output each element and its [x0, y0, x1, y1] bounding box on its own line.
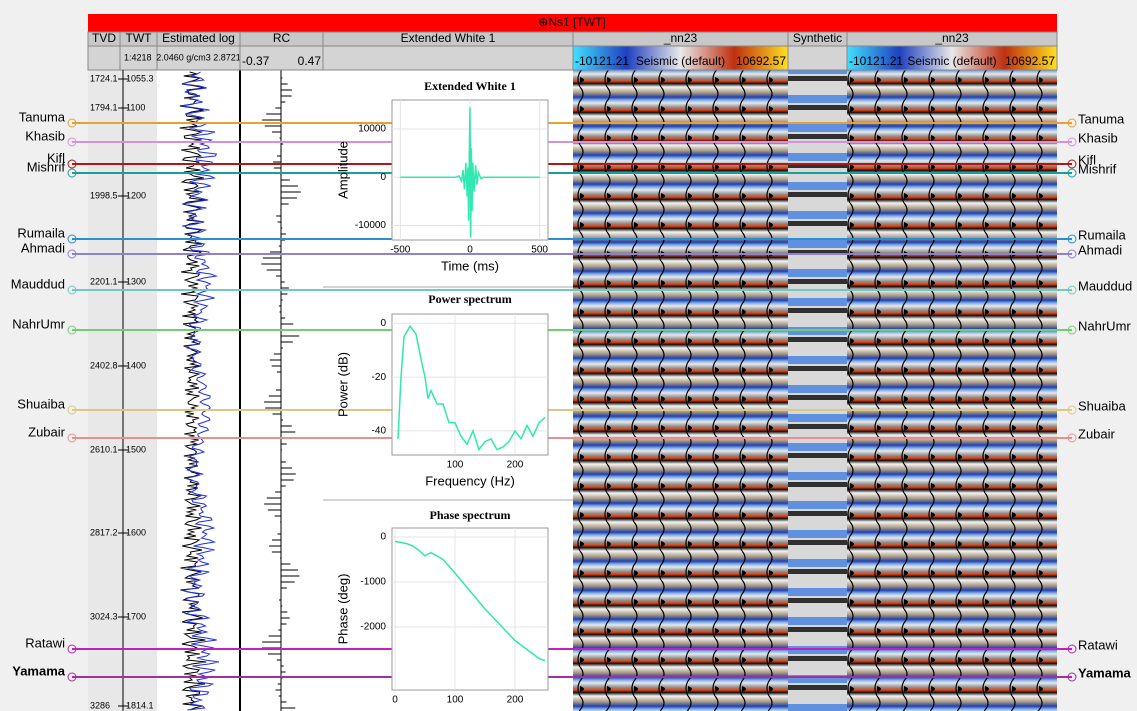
marker-label: Zubair [28, 424, 66, 439]
x-tick-label: 500 [531, 245, 548, 256]
twt-label: 1400 [126, 360, 146, 370]
seismic-track [847, 70, 1057, 711]
x-tick-label: 200 [507, 460, 524, 471]
marker-label: Ratawi [25, 635, 65, 650]
track-name: RC [273, 31, 291, 45]
marker-label: Shuaiba [17, 396, 65, 411]
marker-label: Ahmadi [1078, 242, 1122, 257]
twt-label: 1200 [126, 190, 146, 200]
track-max: 10692.57 [1005, 54, 1055, 68]
tvd-label: 2201.1 [90, 276, 118, 286]
track-name: Synthetic [793, 31, 842, 45]
track-name: _nn23 [663, 31, 698, 45]
track-subheader [788, 46, 847, 70]
marker-label: Ratawi [1078, 637, 1118, 652]
tvd-label: 1794.1 [90, 102, 118, 112]
twt-label: 1600 [126, 527, 146, 537]
x-tick-label: -500 [390, 245, 410, 256]
y-tick-label: -2000 [360, 622, 386, 633]
tvd-label: 3024.3 [90, 611, 118, 621]
twt-label: 1100 [126, 102, 145, 112]
track-label: Seismic (default) [636, 54, 725, 68]
marker-label: Yamama [12, 663, 66, 678]
tvd-label: 1724.1 [90, 73, 118, 83]
y-tick-label: 0 [380, 318, 386, 329]
marker-label: Mishrif [27, 159, 66, 174]
y-tick-label: 0 [380, 172, 386, 183]
twt-label: 1055.3 [126, 73, 154, 83]
seismic-track [573, 70, 788, 711]
tvd-label: 2610.1 [90, 444, 118, 454]
track-label: Seismic (default) [907, 54, 996, 68]
track-min: -10121.21 [575, 54, 629, 68]
y-tick-label: 0 [380, 532, 386, 543]
plot-area [392, 528, 548, 690]
track-subheader [88, 46, 120, 70]
x-axis-label: Time (ms) [441, 258, 499, 273]
track-min: -10121.21 [849, 54, 903, 68]
marker-label: Ahmadi [21, 240, 65, 255]
marker-label: Mauddud [1078, 278, 1132, 293]
marker-label: Tanuma [19, 109, 66, 124]
track-name: TWT [126, 31, 153, 45]
track-max: 10692.57 [736, 54, 786, 68]
y-tick-label: -10000 [355, 220, 387, 231]
track-min: -0.37 [242, 54, 270, 68]
marker-label: Mauddud [11, 276, 65, 291]
y-axis-label: Power (dB) [335, 352, 350, 417]
chart-title: Phase spectrum [430, 508, 511, 522]
marker-label: Rumaila [1078, 227, 1126, 242]
marker-label: Mishrif [1078, 161, 1117, 176]
chart-title: Extended White 1 [424, 79, 516, 93]
twt-label: 1300 [126, 276, 146, 286]
track-name: Estimated log [162, 31, 235, 45]
x-tick-label: 200 [507, 695, 524, 706]
marker-label: Shuaiba [1078, 398, 1126, 413]
x-axis-label: Frequency (Hz) [425, 473, 515, 488]
y-tick-label: -40 [372, 425, 387, 436]
track-name: Extended White 1 [401, 31, 496, 45]
marker-label: NahrUmr [12, 316, 65, 331]
x-tick-label: 0 [392, 695, 398, 706]
tvd-label: 1998.5 [90, 190, 118, 200]
plot-area [392, 314, 548, 455]
track-scale: 1:4218 [124, 52, 152, 62]
x-tick-label: 100 [447, 460, 464, 471]
tvd-label: 2402.8 [90, 360, 118, 370]
y-tick-label: -20 [372, 372, 387, 383]
track-subheader [323, 46, 573, 70]
twt-label: 1500 [126, 444, 146, 454]
twt-label: 1814.1 [126, 700, 154, 710]
marker-label: Khasib [1078, 130, 1118, 145]
y-axis-label: Phase (deg) [335, 574, 350, 645]
twt-label: 1700 [126, 611, 146, 621]
x-tick-label: 100 [447, 695, 464, 706]
marker-label: NahrUmr [1078, 318, 1131, 333]
marker-label: Khasib [25, 128, 65, 143]
y-tick-label: 10000 [358, 124, 386, 135]
marker-label: Tanuma [1078, 111, 1125, 126]
track-name: TVD [92, 31, 116, 45]
chart-title: Power spectrum [428, 292, 511, 306]
synthetic-track [788, 70, 847, 711]
marker-label: Yamama [1078, 665, 1132, 680]
window-title: ⊕Ns1 [TWT] [538, 15, 605, 29]
marker-label: Rumaila [17, 225, 65, 240]
track-name: _nn23 [934, 31, 969, 45]
well-tie-window: ⊕Ns1 [TWT] TVD TWT 1:4218 Estimated log 2.04… [0, 0, 1137, 711]
tvd-label: 3286 [90, 700, 110, 710]
x-tick-label: 0 [467, 245, 473, 256]
track-range: 2.0460 g/cm3 2.8721 [156, 52, 241, 62]
tvd-label: 2817.2 [90, 527, 118, 537]
marker-label: Zubair [1078, 426, 1116, 441]
track-max: 0.47 [298, 54, 322, 68]
y-tick-label: -1000 [360, 577, 386, 588]
y-axis-label: Amplitude [335, 141, 350, 199]
